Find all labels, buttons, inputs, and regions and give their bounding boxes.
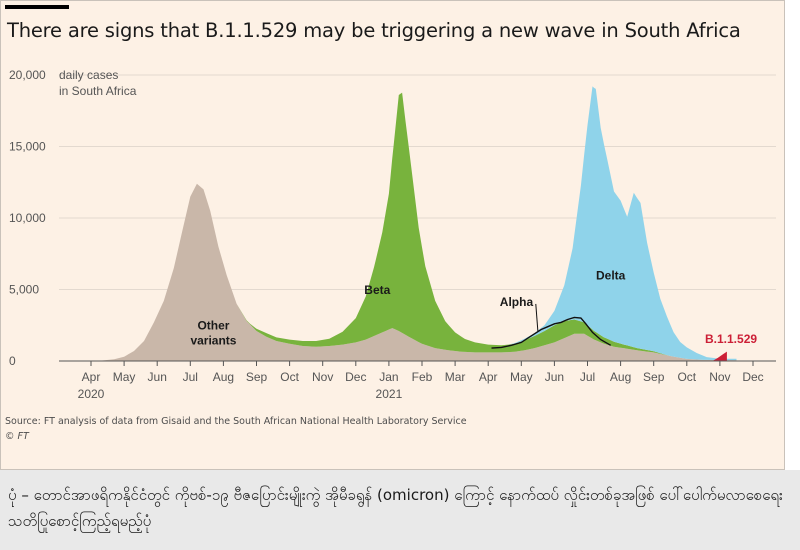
label-beta: Beta bbox=[364, 283, 390, 297]
area-other bbox=[91, 183, 737, 361]
x-tick-label: Oct bbox=[677, 370, 696, 384]
x-tick-label: Sep bbox=[246, 370, 268, 384]
x-tick-label: Sep bbox=[643, 370, 665, 384]
x-tick-label: Nov bbox=[312, 370, 333, 384]
x-tick-label: Aug bbox=[610, 370, 631, 384]
x-tick-label: Apr bbox=[82, 370, 101, 384]
x-year-label: 2020 bbox=[78, 387, 105, 401]
x-tick-label: Oct bbox=[280, 370, 299, 384]
x-tick-label: Jun bbox=[545, 370, 564, 384]
chart-title: There are signs that B.1.1.529 may be tr… bbox=[7, 19, 741, 42]
label-delta: Delta bbox=[596, 268, 626, 282]
area-beta bbox=[91, 92, 737, 361]
chart-source: Source: FT analysis of data from Gisaid … bbox=[5, 416, 467, 427]
x-tick-label: Jul bbox=[183, 370, 198, 384]
x-tick-label: May bbox=[510, 370, 533, 384]
ft-accent-bar bbox=[5, 5, 69, 9]
alpha-leader-line bbox=[535, 303, 539, 332]
y-tick-label: 0 bbox=[9, 354, 16, 368]
x-year-label: 2021 bbox=[376, 387, 403, 401]
label-alpha: Alpha bbox=[500, 295, 534, 309]
y-tick-label: 15,000 bbox=[9, 140, 46, 154]
y-axis-label: daily cases bbox=[59, 68, 118, 82]
y-tick-label: 20,000 bbox=[9, 68, 46, 82]
x-tick-label: May bbox=[113, 370, 136, 384]
x-tick-label: Apr bbox=[479, 370, 498, 384]
x-tick-label: Feb bbox=[412, 370, 433, 384]
caption-strip bbox=[0, 470, 800, 550]
caption-text: ပုံ – တောင်အာဖရိကနိုင်ငံတွင် ကိုဗစ်-၁၉ ဗ… bbox=[8, 486, 783, 530]
x-tick-label: Mar bbox=[445, 370, 466, 384]
chart-credit: © FT bbox=[5, 431, 29, 442]
label-other: Other bbox=[197, 319, 229, 333]
x-tick-label: Dec bbox=[742, 370, 763, 384]
y-tick-label: 5,000 bbox=[9, 283, 39, 297]
x-tick-label: Nov bbox=[709, 370, 730, 384]
y-axis-label: in South Africa bbox=[59, 84, 137, 98]
x-tick-label: Aug bbox=[213, 370, 234, 384]
y-tick-label: 10,000 bbox=[9, 211, 46, 225]
line-alpha bbox=[491, 316, 612, 349]
x-tick-label: Dec bbox=[345, 370, 366, 384]
area-delta bbox=[91, 86, 737, 362]
chart-figure: There are signs that B.1.1.529 may be tr… bbox=[0, 0, 785, 470]
x-tick-label: Jan bbox=[379, 370, 398, 384]
x-tick-label: Jul bbox=[580, 370, 595, 384]
label-omicron: B.1.1.529 bbox=[705, 332, 757, 346]
x-tick-label: Jun bbox=[148, 370, 167, 384]
label-other: variants bbox=[190, 334, 236, 348]
